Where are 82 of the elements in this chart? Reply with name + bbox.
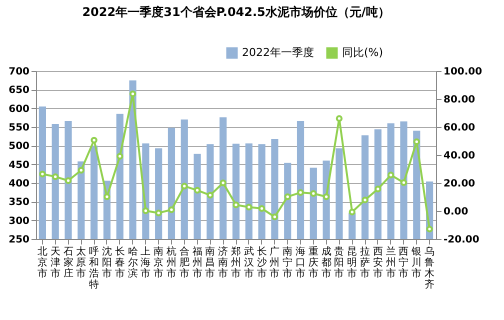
point [155,210,162,216]
legend-label: 2022年一季度 [242,46,314,59]
y-tick-label: 450 [8,160,30,171]
y-tick-label: 700 [8,66,30,78]
chart-title: 2022年一季度31个省会P.042.5水泥市场价位（元/吨） [82,5,390,19]
point [336,115,343,122]
point [52,173,59,180]
x-tick-label: 长春市 [114,246,125,280]
y-tick-label: 600 [8,104,30,115]
point [297,189,304,196]
x-tick-label: 南京市 [154,246,164,280]
y-tick-label: 500 [8,141,30,152]
y-tick-label: 250 [8,234,30,246]
point [400,179,408,186]
x-tick-label: 北京市 [37,246,48,280]
x-tick-label: 杭州市 [165,246,176,280]
point [220,180,226,186]
x-tick-label: 拉萨市 [360,246,370,280]
x-tick-label: 石家庄 [63,246,74,280]
point [104,193,110,200]
x-tick-label: 南昌市 [205,246,216,280]
point [206,192,214,199]
point [271,214,278,220]
x-tick-label: 太原市 [76,246,86,280]
x-tick-label: 西宁市 [398,246,409,280]
x-tick-label: 广州市 [270,246,280,280]
x-tick-label: 上海市 [140,246,151,280]
y-tick-label: 550 [8,122,30,134]
y2-tick-label: 60.00 [444,122,476,134]
legend-label: 同比(%) [342,46,384,59]
point [116,152,124,160]
point [348,208,356,216]
y-tick-label: 650 [8,85,30,96]
point [168,206,175,214]
point [194,186,201,194]
point [64,177,72,184]
x-tick-label: 贵阳市 [334,246,344,280]
point [129,90,136,98]
point [39,170,46,178]
point [284,193,291,200]
point [413,138,420,146]
x-tick-label: 哈尔滨 [128,246,138,280]
point [142,207,150,214]
x-tick-label: 呼和浩特 [89,246,100,290]
x-tick-label: 乌鲁木齐 [424,246,435,290]
x-tick-label: 郑州市 [231,246,241,280]
x-tick-label: 合肥市 [179,246,190,280]
y2-tick-label: 0.00 [444,206,468,218]
x-tick-label: 天津市 [50,246,60,280]
point [322,193,330,200]
point [310,190,317,197]
x-tick-label: 长沙市 [256,246,267,280]
x-tick-label: 武汉市 [244,246,254,280]
point [374,186,382,192]
y-tick-label: 300 [8,216,30,227]
point [246,204,252,210]
x-tick-label: 济南市 [218,246,228,280]
y2-tick-label: 20.00 [444,178,476,190]
y2-tick-label: 80.00 [444,94,476,106]
x-tick-label: 沈阳市 [102,246,112,280]
point [258,205,266,212]
y2-tick-label: -20.00 [444,234,480,246]
x-tick-label: 昆明市 [347,246,358,280]
x-tick-label: 西安市 [372,246,383,280]
y2-tick-label: 100.00 [444,66,482,78]
y-tick-label: 350 [8,197,30,208]
x-tick-label: 银川市 [410,246,422,280]
point [387,172,394,178]
x-tick-label: 兰州市 [386,246,396,280]
y2-tick-label: 40.00 [444,150,476,162]
x-tick-label: 成都市 [321,246,332,280]
point [426,226,433,232]
point [181,182,188,190]
x-tick-label: 南宁市 [282,246,293,280]
y-tick-label: 400 [8,178,30,190]
x-tick-label: 福州市 [192,246,202,280]
point [90,136,98,144]
x-tick-label: 海口市 [296,246,306,280]
point [232,202,240,208]
x-tick-label: 重庆市 [308,246,318,280]
point [362,196,368,204]
point [78,166,85,174]
